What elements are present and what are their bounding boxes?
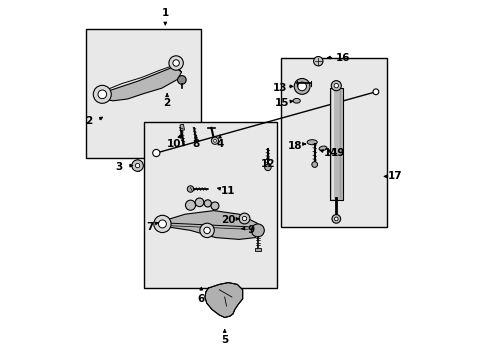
Circle shape — [311, 162, 317, 167]
Circle shape — [330, 81, 341, 91]
Text: 19: 19 — [330, 148, 345, 158]
Circle shape — [211, 202, 219, 210]
Text: 17: 17 — [387, 171, 402, 181]
Text: 18: 18 — [287, 141, 302, 151]
Polygon shape — [99, 67, 181, 101]
Circle shape — [313, 57, 322, 66]
Text: 6: 6 — [197, 294, 204, 304]
Bar — [180, 124, 184, 131]
Circle shape — [187, 186, 193, 192]
Text: 1: 1 — [162, 8, 168, 18]
Text: 4: 4 — [216, 139, 223, 149]
Text: 8: 8 — [192, 139, 199, 149]
Circle shape — [213, 139, 216, 142]
Circle shape — [203, 227, 210, 234]
Bar — [143, 122, 276, 288]
Circle shape — [372, 89, 378, 95]
Circle shape — [200, 223, 214, 238]
Bar — [329, 88, 342, 200]
Circle shape — [132, 160, 143, 171]
Circle shape — [195, 198, 203, 207]
Circle shape — [331, 215, 340, 223]
Circle shape — [93, 85, 111, 103]
Circle shape — [172, 60, 179, 66]
Circle shape — [153, 215, 171, 233]
Bar — [280, 58, 386, 227]
Circle shape — [211, 137, 218, 144]
Circle shape — [135, 163, 140, 168]
Text: 11: 11 — [221, 186, 235, 196]
Text: 15: 15 — [274, 98, 289, 108]
Circle shape — [297, 82, 306, 91]
Text: 20: 20 — [221, 215, 235, 225]
Ellipse shape — [306, 140, 317, 145]
Circle shape — [185, 200, 195, 210]
Polygon shape — [162, 211, 260, 239]
Text: 13: 13 — [272, 83, 286, 93]
Text: 2: 2 — [85, 116, 92, 126]
Text: 12: 12 — [260, 159, 275, 169]
Bar — [86, 29, 201, 158]
Text: 7: 7 — [146, 222, 153, 232]
Bar — [255, 248, 260, 251]
Circle shape — [168, 56, 183, 70]
Text: 2: 2 — [163, 98, 170, 108]
Polygon shape — [204, 283, 242, 318]
Circle shape — [152, 149, 160, 157]
Circle shape — [251, 224, 264, 237]
Circle shape — [294, 78, 309, 94]
Text: 16: 16 — [336, 53, 350, 63]
Circle shape — [334, 217, 337, 221]
Circle shape — [264, 164, 270, 171]
Circle shape — [158, 220, 166, 228]
Text: 3: 3 — [115, 162, 122, 172]
Circle shape — [239, 213, 249, 224]
Text: 14: 14 — [323, 148, 338, 158]
Text: 5: 5 — [221, 335, 228, 345]
Ellipse shape — [318, 146, 326, 150]
Circle shape — [98, 90, 106, 99]
Circle shape — [204, 200, 211, 207]
Ellipse shape — [292, 99, 300, 103]
Circle shape — [177, 76, 186, 84]
Text: 10: 10 — [167, 139, 181, 149]
Circle shape — [242, 216, 246, 221]
Circle shape — [333, 84, 338, 88]
Text: 9: 9 — [246, 225, 254, 235]
